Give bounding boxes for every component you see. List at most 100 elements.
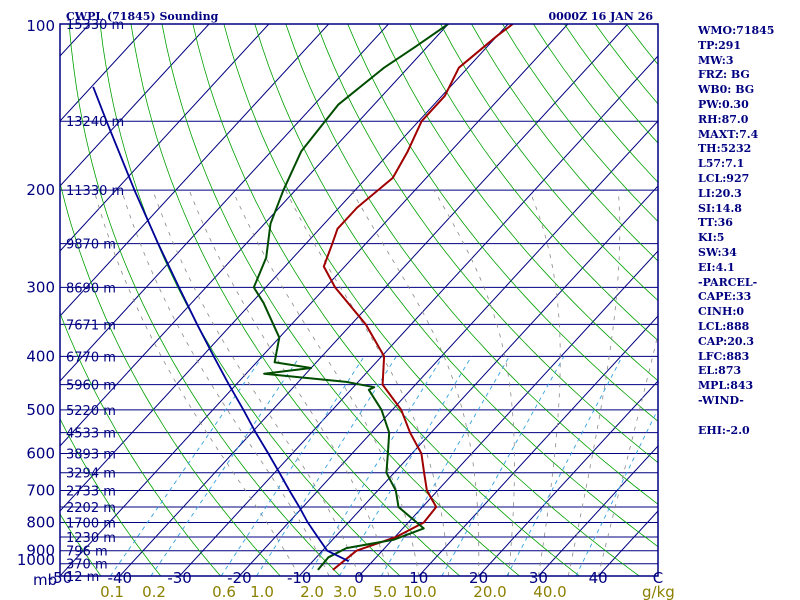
moist-adiabat-line [121, 190, 330, 576]
moist-adiabat-line [232, 190, 420, 576]
isotherm-line [60, 24, 330, 317]
isotherm-line [298, 185, 658, 576]
sounding-index-item: TH:5232 [698, 142, 752, 156]
mixing-ratio-label: 0.6 [212, 583, 236, 600]
sounding-index-item: CAP:20.3 [698, 334, 755, 348]
sounding-index-item: L57:7.1 [698, 157, 745, 171]
sounding-index-item [698, 409, 774, 424]
sounding-title: CWPL (71845) Sounding [66, 10, 219, 23]
sounding-index-item: CAPE:33 [698, 290, 752, 304]
sounding-index-item: WMO:71845 [698, 24, 775, 37]
isotherm-line [60, 24, 569, 576]
dry-adiabat-line [60, 311, 221, 576]
temperature-tick-label: 0 [354, 569, 364, 587]
dry-adiabat-line [99, 24, 401, 576]
height-label: 7671 m [66, 318, 116, 333]
sounding-index-item: SI:14.8 [698, 201, 742, 215]
isotherm-line [60, 24, 270, 252]
sounding-index-item: PW:0.30 [698, 97, 749, 111]
dry-adiabat-line [60, 417, 162, 576]
mb-label: mb [33, 571, 57, 589]
height-label: 6770 m [66, 350, 116, 365]
isotherm-line [358, 250, 658, 576]
temperature-tick-label: 30 [529, 569, 548, 587]
mixing-ratio-label: 2.0 [300, 583, 324, 600]
sounding-index-item: -WIND- [698, 393, 744, 407]
sounding-datetime: 0000Z 16 JAN 26 [548, 10, 653, 23]
mixing-ratio-line [256, 356, 397, 576]
gkg-label: g/kg [642, 583, 675, 600]
moist-adiabat-line [529, 190, 561, 576]
sounding-index-item: LCL:888 [698, 319, 750, 333]
dry-adiabat-line [223, 24, 640, 576]
isotherm-line [239, 120, 658, 576]
sounding-index-item: EHI:-2.0 [698, 423, 750, 437]
sounding-index-item: LFC:883 [698, 349, 750, 363]
moist-adiabat-line [597, 332, 658, 576]
dry-adiabat-line [316, 24, 658, 464]
sounding-indices-list: WMO:71845 TP:291 MW:3 FRZ: BG WB0: BG PW:0.30… [698, 24, 774, 438]
pressure-tick-label: 600 [26, 445, 55, 463]
sounding-index-item: MAXT:7.4 [698, 127, 759, 141]
mixing-ratio-line [110, 356, 264, 576]
dry-adiabat-line [68, 24, 341, 576]
height-label: 3893 m [66, 448, 116, 463]
sounding-index-item: LCL:927 [698, 171, 750, 185]
dry-adiabat-line [347, 24, 658, 422]
height-label: 5960 m [66, 379, 116, 394]
chart-profiles [92, 24, 514, 571]
isotherm-line [418, 315, 658, 576]
chart-grid [60, 24, 658, 576]
temperature-tick-label: 10 [409, 569, 428, 587]
mixing-ratio-line [441, 356, 565, 576]
mixing-ratio-line [380, 356, 510, 576]
mixing-ratio-label: 40.0 [533, 583, 566, 600]
mixing-ratio-label: 20.0 [473, 583, 506, 600]
height-label: 1700 m [66, 517, 116, 532]
pressure-tick-label: 200 [26, 181, 55, 199]
dry-adiabat-line [161, 24, 520, 576]
temperature-tick-label: -20 [227, 569, 252, 587]
sounding-index-item: LI:20.3 [698, 186, 742, 200]
height-label: 1230 m [66, 531, 116, 546]
isotherm-line [538, 445, 658, 576]
height-label: 15330 m [66, 18, 124, 33]
isotherm-line [119, 24, 629, 576]
sounding-index-item: MW:3 [698, 53, 734, 67]
mixing-ratio-line [150, 356, 301, 576]
sounding-index-item: CINH:0 [698, 305, 745, 319]
dry-adiabat-line [130, 24, 461, 576]
sounding-index-item: FRZ: BG [698, 68, 750, 82]
mixing-ratio-line [338, 356, 472, 576]
height-label: 11330 m [66, 184, 124, 199]
height-label: 3294 m [66, 467, 116, 482]
isotherm-line [179, 55, 658, 576]
sounding-index-item: -PARCEL- [698, 275, 758, 289]
temperature-tick-label: 20 [469, 569, 488, 587]
pressure-tick-label: 300 [26, 278, 55, 296]
mixing-ratio-label: 10.0 [403, 583, 436, 600]
moist-adiabat-line [433, 190, 515, 576]
dry-adiabat-line [471, 24, 658, 262]
height-label: 796 m [66, 545, 108, 560]
height-label: 4533 m [66, 427, 116, 442]
temperature-tick-label: -40 [108, 569, 133, 587]
isotherm-line [60, 24, 509, 512]
dry-adiabat-line [60, 513, 102, 576]
isotherm-line [60, 24, 389, 382]
isotherm-line [60, 24, 210, 187]
isotherm-line [60, 24, 150, 122]
dry-adiabat-line [440, 24, 658, 302]
mixing-ratio-label: 1.0 [250, 583, 274, 600]
sounding-index-item: EI:4.1 [698, 260, 735, 274]
pressure-tick-label: 1000 [17, 551, 55, 569]
moist-adiabat-line [567, 190, 621, 576]
dry-adiabat-line [409, 24, 658, 341]
temperature-tick-label: -30 [167, 569, 192, 587]
dry-adiabat-line [192, 24, 580, 576]
temperature-tick-label: -50 [48, 569, 73, 587]
height-label: 8690 m [66, 281, 116, 296]
temperature-tick-label: 40 [589, 569, 608, 587]
sounding-index-item: SW:34 [698, 245, 737, 259]
